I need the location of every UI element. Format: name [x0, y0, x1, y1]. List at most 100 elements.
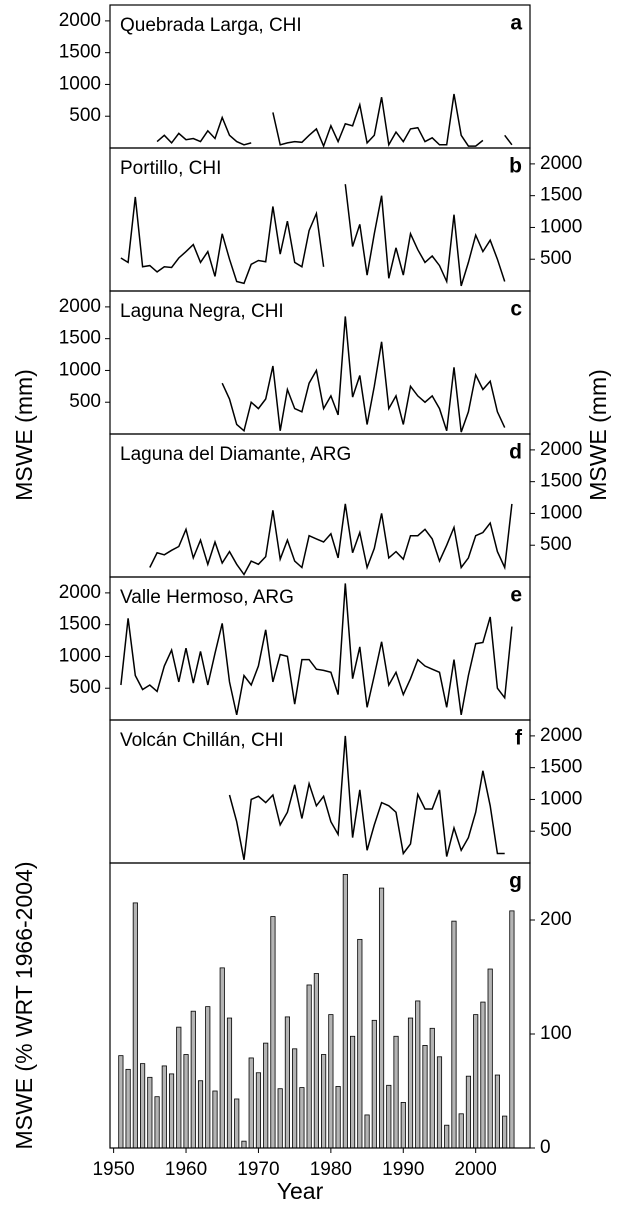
y-tick-label: 1500	[540, 471, 582, 492]
y-tick-label: 0	[540, 1137, 551, 1158]
y-tick-label: 1500	[540, 757, 582, 778]
bar	[458, 1113, 464, 1149]
bar	[299, 1087, 305, 1149]
y-tick-label: 1500	[540, 185, 582, 206]
y-tick-label: 1000	[59, 645, 101, 666]
bar	[350, 1035, 356, 1149]
panel-letter: a	[510, 12, 522, 35]
bar	[234, 1098, 240, 1149]
bar	[205, 1006, 211, 1149]
y-axis-label: MSWE (mm)	[585, 369, 611, 501]
bar	[140, 1063, 146, 1149]
x-tick-label: 1950	[92, 1159, 134, 1180]
y-axis-label: MSWE (mm)	[11, 369, 37, 501]
series-line	[120, 583, 513, 716]
bar	[241, 1140, 247, 1149]
bar	[407, 1017, 414, 1149]
bar	[429, 1027, 435, 1149]
y-tick-label: 2000	[540, 153, 582, 174]
x-tick-label: 1990	[382, 1159, 424, 1180]
bar	[226, 1017, 233, 1149]
panel-title: Valle Hermoso, ARG	[120, 587, 294, 608]
bar	[212, 1090, 218, 1149]
bar	[263, 1042, 269, 1149]
bar	[255, 1072, 262, 1149]
bar	[393, 1035, 399, 1149]
y-tick-label: 500	[540, 248, 572, 269]
panel-title: Quebrada Larga, CHI	[120, 15, 302, 36]
bar	[197, 1080, 204, 1149]
y-tick-label: 2000	[540, 725, 582, 746]
bar	[494, 1074, 500, 1149]
bar	[400, 1102, 406, 1149]
bar	[277, 1088, 283, 1149]
bar	[451, 920, 457, 1149]
x-tick-label: 2000	[455, 1159, 497, 1180]
bar	[154, 1096, 160, 1149]
y-tick-label: 1000	[540, 788, 582, 809]
y-tick-label: 1000	[59, 359, 101, 380]
bar	[328, 1014, 334, 1149]
panel-title: Portillo, CHI	[120, 158, 221, 179]
x-tick-label: 1960	[165, 1159, 207, 1180]
bar	[502, 1115, 508, 1149]
bar	[219, 967, 225, 1149]
panel-title: Volcán Chillán, CHI	[120, 730, 284, 751]
bar	[118, 1055, 124, 1149]
bar	[161, 1065, 167, 1149]
bar	[378, 887, 385, 1149]
x-tick-label: 1980	[310, 1159, 352, 1180]
y-tick-label: 1500	[59, 328, 101, 349]
bar	[422, 1045, 428, 1149]
bar	[270, 916, 276, 1149]
bar	[487, 968, 493, 1149]
panel-title: Laguna del Diamante, ARG	[120, 444, 351, 465]
x-tick-label: 1970	[237, 1159, 279, 1180]
series-line	[149, 503, 513, 576]
y-tick-label: 2000	[540, 439, 582, 460]
series-line	[120, 184, 506, 287]
bar	[132, 902, 138, 1149]
bar	[342, 874, 348, 1149]
y-tick-label: 2000	[59, 10, 101, 31]
series-line	[156, 93, 513, 149]
x-axis-label: Year	[277, 1178, 324, 1204]
y-tick-label: 200	[540, 909, 572, 930]
y-tick-label: 1000	[540, 216, 582, 237]
bar	[371, 1019, 377, 1149]
bar	[321, 1054, 327, 1149]
bar	[465, 1075, 472, 1149]
y-tick-label: 500	[69, 677, 101, 698]
panel-frame	[109, 862, 531, 1149]
y-tick-label: 1000	[59, 73, 101, 94]
panel-letter: e	[510, 584, 522, 607]
panel-letter: g	[509, 870, 522, 893]
y-tick-label: 1500	[59, 42, 101, 63]
bar	[357, 938, 363, 1149]
panel-letter: d	[509, 441, 522, 464]
bar	[176, 1026, 182, 1149]
bar	[292, 1048, 298, 1149]
panel-title: Laguna Negra, CHI	[120, 301, 284, 322]
bar	[183, 1054, 189, 1149]
bar	[444, 1124, 450, 1149]
bar	[473, 1014, 479, 1149]
bar	[306, 984, 312, 1149]
bar	[386, 1084, 392, 1149]
y-tick-label: 1500	[59, 614, 101, 635]
y-tick-label: 500	[540, 820, 572, 841]
panel-letter: c	[510, 298, 522, 321]
y-tick-label: 500	[540, 534, 572, 555]
bar	[190, 1010, 196, 1149]
panel-letter: b	[509, 155, 522, 178]
bar	[436, 1056, 443, 1149]
y-axis-label: MSWE (% WRT 1966-2004)	[11, 861, 37, 1149]
bar	[125, 1068, 131, 1149]
series-line	[228, 735, 505, 860]
bar	[147, 1076, 153, 1149]
bar	[284, 1016, 290, 1149]
bar	[168, 1073, 175, 1149]
panel-letter: f	[515, 727, 523, 750]
y-tick-label: 2000	[59, 296, 101, 317]
